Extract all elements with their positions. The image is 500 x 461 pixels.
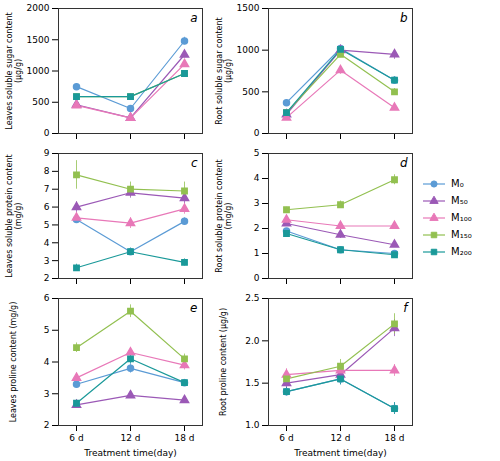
svg-text:b: b	[400, 11, 408, 25]
svg-text:Treatment time(day): Treatment time(day)	[293, 448, 387, 458]
html-text:Root proline content (μg/g): Root proline content (μg/g)	[218, 307, 228, 416]
svg-text:9: 9	[44, 148, 50, 158]
html-text:M₂₀₀: M₂₀₀	[451, 246, 472, 257]
svg-text:12 d: 12 d	[120, 433, 140, 443]
svg-text:a: a	[190, 11, 197, 25]
html-text:M₀: M₀	[451, 178, 464, 189]
svg-text:1000: 1000	[237, 45, 260, 55]
svg-text:2.0: 2.0	[245, 336, 260, 346]
svg-text:5: 5	[44, 325, 50, 335]
html-text:Leaves soluble protein content: Leaves soluble protein content (mg/g)	[3, 153, 22, 278]
svg-text:1000: 1000	[27, 66, 50, 76]
svg-text:3: 3	[44, 389, 50, 399]
svg-text:d: d	[400, 156, 408, 170]
svg-text:4: 4	[254, 173, 260, 183]
svg-text:2: 2	[254, 223, 260, 233]
html-text:Leaves soluble sugar content (: Leaves soluble sugar content (μg/g)	[3, 11, 22, 130]
svg-text:500: 500	[32, 97, 49, 107]
svg-text:4: 4	[44, 238, 50, 248]
svg-text:2: 2	[44, 273, 50, 283]
svg-text:1.0: 1.0	[245, 420, 260, 430]
svg-text:18 d: 18 d	[174, 433, 194, 443]
html-text:M₁₀₀: M₁₀₀	[451, 212, 472, 223]
html-text:M₁₅₀: M₁₅₀	[451, 229, 472, 240]
svg-text:6 d: 6 d	[69, 433, 83, 443]
html-text:M₅₀: M₅₀	[451, 195, 468, 206]
svg-text:2: 2	[44, 420, 50, 430]
svg-text:6: 6	[44, 293, 50, 303]
svg-text:f: f	[403, 301, 409, 315]
svg-text:6 d: 6 d	[279, 433, 293, 443]
svg-text:Treatment time(day): Treatment time(day)	[83, 448, 177, 458]
svg-text:1500: 1500	[237, 3, 260, 13]
svg-text:0: 0	[254, 128, 260, 138]
svg-text:0: 0	[44, 128, 50, 138]
svg-text:1500: 1500	[27, 35, 50, 45]
svg-text:e: e	[190, 301, 197, 315]
svg-text:8: 8	[44, 166, 50, 176]
svg-text:1: 1	[254, 248, 260, 258]
html-text:Root soluble sugar content (μg: Root soluble sugar content (μg/g)	[213, 16, 232, 125]
svg-text:0: 0	[254, 273, 260, 283]
html-text:Root soluble protein content (: Root soluble protein content (mg/g)	[213, 158, 232, 273]
html-text:Leaves proline content (mg/g): Leaves proline content (mg/g)	[8, 301, 18, 422]
svg-text:1.5: 1.5	[245, 378, 259, 388]
svg-text:7: 7	[44, 184, 50, 194]
svg-text:c: c	[191, 156, 198, 170]
svg-text:2000: 2000	[27, 3, 50, 13]
svg-text:4: 4	[44, 357, 50, 367]
svg-text:18 d: 18 d	[384, 433, 404, 443]
svg-text:2.5: 2.5	[245, 293, 259, 303]
svg-text:500: 500	[242, 87, 259, 97]
svg-text:5: 5	[254, 148, 260, 158]
svg-text:12 d: 12 d	[330, 433, 350, 443]
svg-text:6: 6	[44, 202, 50, 212]
svg-text:3: 3	[254, 198, 260, 208]
svg-text:5: 5	[44, 220, 50, 230]
svg-text:3: 3	[44, 256, 50, 266]
